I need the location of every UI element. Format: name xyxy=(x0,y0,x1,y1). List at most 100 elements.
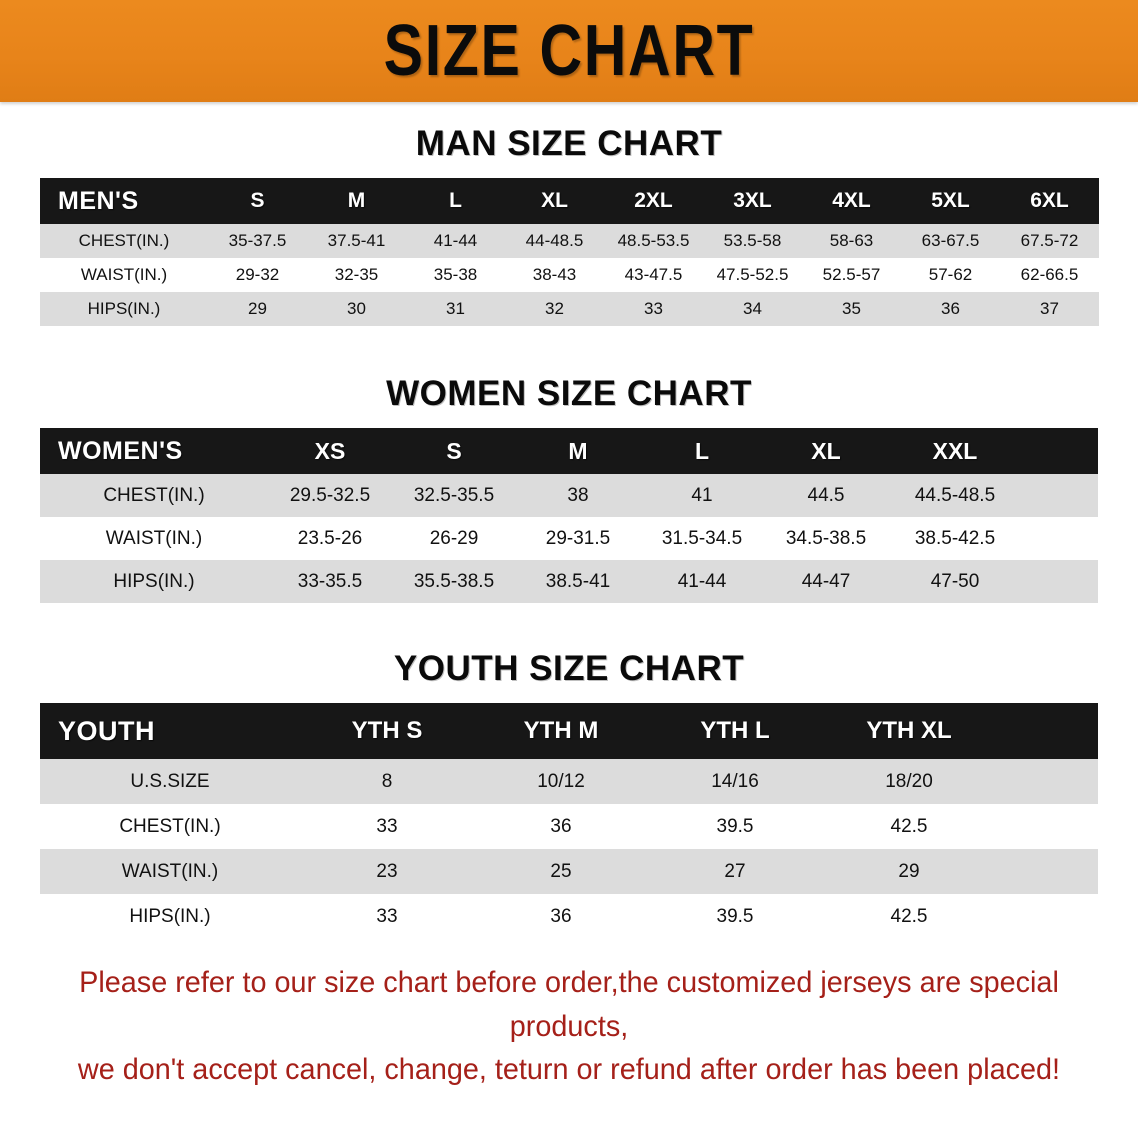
man-header-3xl: 3XL xyxy=(733,189,772,212)
table-row: HIPS(IN.) 33 36 39.5 42.5 xyxy=(40,894,1098,939)
cell: 47-50 xyxy=(930,570,980,592)
table-row: HIPS(IN.) 33-35.5 35.5-38.5 38.5-41 41-4… xyxy=(40,560,1098,603)
page-banner: SIZE CHART xyxy=(0,0,1138,102)
women-header-xl: XL xyxy=(811,437,841,464)
cell: 42.5 xyxy=(890,815,928,837)
cell: 34 xyxy=(743,299,762,318)
cell: 8 xyxy=(381,770,393,792)
page-title: SIZE CHART xyxy=(383,11,755,91)
women-header-xxl: XXL xyxy=(932,437,978,464)
cell: 33-35.5 xyxy=(297,570,363,592)
cell: 29 xyxy=(248,299,267,318)
cell: 29-32 xyxy=(235,265,280,284)
youth-header-yth-s: YTH S xyxy=(351,717,423,744)
cell-spacer xyxy=(996,849,1098,894)
cell: 18/20 xyxy=(885,770,933,792)
man-table-wrapper: MEN'S S M L XL 2XL 3XL 4XL 5XL 6XL CHEST… xyxy=(40,178,1099,326)
row-label: WAIST(IN.) xyxy=(121,860,219,882)
women-size-table: WOMEN'S XS S M L XL XXL CHEST(IN.) 29.5-… xyxy=(40,428,1098,603)
order-policy-note: Please refer to our size chart before or… xyxy=(41,961,1097,1092)
cell: 25 xyxy=(550,860,572,882)
man-header-2xl: 2XL xyxy=(634,189,673,212)
cell-spacer xyxy=(1022,560,1098,603)
cell: 32 xyxy=(545,299,564,318)
table-row: HIPS(IN.) 29 30 31 32 33 34 35 36 37 xyxy=(40,292,1099,326)
cell: 53.5-58 xyxy=(723,231,782,250)
cell: 31 xyxy=(446,299,465,318)
cell: 30 xyxy=(347,299,366,318)
man-header-l: L xyxy=(449,189,462,212)
row-label: WAIST(IN.) xyxy=(105,527,203,549)
cell: 44-48.5 xyxy=(525,231,584,250)
man-size-table: MEN'S S M L XL 2XL 3XL 4XL 5XL 6XL CHEST… xyxy=(40,178,1099,326)
youth-table-wrapper: YOUTH YTH S YTH M YTH L YTH XL U.S.SIZE … xyxy=(40,703,1098,939)
cell: 39.5 xyxy=(716,905,754,927)
row-label: HIPS(IN.) xyxy=(113,570,195,592)
cell: 35.5-38.5 xyxy=(413,570,495,592)
women-header-m: M xyxy=(568,437,588,464)
cell: 38.5-42.5 xyxy=(914,527,996,549)
cell: 41 xyxy=(691,484,713,506)
cell: 48.5-53.5 xyxy=(617,231,690,250)
man-header-xl: XL xyxy=(541,189,568,212)
youth-section-title: YOUTH SIZE CHART xyxy=(393,649,745,688)
cell: 29 xyxy=(898,860,920,882)
youth-header-row: YOUTH YTH S YTH M YTH L YTH XL xyxy=(40,703,1098,759)
women-header-row: WOMEN'S XS S M L XL XXL xyxy=(40,428,1098,474)
row-label: HIPS(IN.) xyxy=(87,299,161,318)
table-row: WAIST(IN.) 23.5-26 26-29 29-31.5 31.5-34… xyxy=(40,517,1098,560)
note-line-2: we don't accept cancel, change, teturn o… xyxy=(77,1053,1061,1086)
cell: 27 xyxy=(724,860,746,882)
cell-spacer xyxy=(1022,474,1098,517)
cell: 37 xyxy=(1040,299,1059,318)
cell: 38 xyxy=(567,484,589,506)
cell: 42.5 xyxy=(890,905,928,927)
cell: 32.5-35.5 xyxy=(413,484,495,506)
cell: 58-63 xyxy=(829,231,874,250)
cell: 10/12 xyxy=(537,770,585,792)
row-label: CHEST(IN.) xyxy=(103,484,205,506)
cell: 41-44 xyxy=(677,570,727,592)
cell: 23 xyxy=(376,860,398,882)
cell: 38.5-41 xyxy=(545,570,611,592)
table-row: CHEST(IN.) 35-37.5 37.5-41 41-44 44-48.5… xyxy=(40,224,1099,258)
cell: 44.5-48.5 xyxy=(914,484,996,506)
cell: 33 xyxy=(376,905,398,927)
man-header-m: M xyxy=(347,189,366,212)
table-row: WAIST(IN.) 29-32 32-35 35-38 38-43 43-47… xyxy=(40,258,1099,292)
row-label: HIPS(IN.) xyxy=(129,905,211,927)
cell-spacer xyxy=(996,804,1098,849)
cell: 57-62 xyxy=(928,265,973,284)
man-section-title: MAN SIZE CHART xyxy=(415,124,723,163)
cell: 62-66.5 xyxy=(1020,265,1079,284)
youth-header-yth-xl: YTH XL xyxy=(866,717,952,744)
man-header-4xl: 4XL xyxy=(832,189,871,212)
women-section-title: WOMEN SIZE CHART xyxy=(386,374,752,413)
women-header-s: S xyxy=(446,437,462,464)
man-header-6xl: 6XL xyxy=(1030,189,1069,212)
cell: 44-47 xyxy=(801,570,851,592)
youth-header-label: YOUTH xyxy=(58,715,155,746)
cell: 36 xyxy=(941,299,960,318)
row-label: WAIST(IN.) xyxy=(80,265,168,284)
cell: 35 xyxy=(842,299,861,318)
women-header-spacer xyxy=(1022,428,1098,474)
cell: 35-37.5 xyxy=(228,231,287,250)
youth-header-yth-l: YTH L xyxy=(700,717,770,744)
cell: 31.5-34.5 xyxy=(661,527,743,549)
cell: 32-35 xyxy=(334,265,379,284)
cell: 36 xyxy=(550,905,572,927)
cell-spacer xyxy=(1022,517,1098,560)
women-header-label: WOMEN'S xyxy=(58,436,183,465)
man-header-row: MEN'S S M L XL 2XL 3XL 4XL 5XL 6XL xyxy=(40,178,1099,224)
youth-header-spacer xyxy=(996,703,1098,759)
youth-header-yth-m: YTH M xyxy=(523,717,599,744)
cell: 38-43 xyxy=(532,265,577,284)
table-row: CHEST(IN.) 29.5-32.5 32.5-35.5 38 41 44.… xyxy=(40,474,1098,517)
man-header-label: MEN'S xyxy=(58,186,139,215)
cell: 33 xyxy=(644,299,663,318)
cell: 52.5-57 xyxy=(822,265,881,284)
man-header-5xl: 5XL xyxy=(931,189,970,212)
cell: 47.5-52.5 xyxy=(716,265,789,284)
table-row: WAIST(IN.) 23 25 27 29 xyxy=(40,849,1098,894)
